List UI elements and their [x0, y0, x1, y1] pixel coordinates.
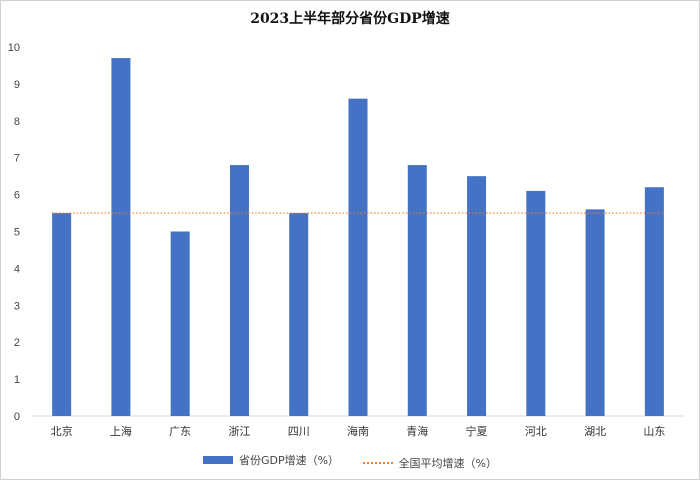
x-tick-label: 浙江	[228, 425, 250, 438]
y-tick-label: 0	[14, 411, 20, 423]
y-tick-label: 4	[14, 263, 20, 275]
legend-swatch-average	[362, 462, 393, 464]
x-tick-label: 广东	[169, 425, 191, 438]
x-tick-label: 青海	[406, 424, 428, 438]
legend: 省份GDP增速（%） 全国平均增速（%）	[0, 452, 700, 471]
bar[interactable]	[585, 209, 605, 416]
bar[interactable]	[407, 165, 427, 416]
y-tick-label: 10	[8, 42, 20, 54]
chart-title: 2023上半年部分省份GDP增速	[250, 11, 450, 27]
bar[interactable]	[229, 165, 249, 416]
y-tick-label: 1	[14, 374, 20, 386]
y-tick-label: 2	[14, 337, 20, 349]
y-tick-label: 8	[14, 116, 20, 128]
y-tick-label: 5	[14, 227, 20, 239]
bar[interactable]	[348, 98, 368, 416]
x-tick-label: 海南	[347, 424, 369, 438]
bar[interactable]	[170, 231, 190, 417]
legend-label-average: 全国平均增速（%）	[398, 457, 498, 470]
legend-item-average[interactable]: 全国平均增速（%）	[362, 455, 498, 471]
legend-swatch-bars	[202, 456, 233, 464]
y-tick-label: 6	[14, 190, 20, 202]
x-tick-label: 湖北	[584, 425, 606, 438]
bar[interactable]	[289, 213, 309, 416]
bar[interactable]	[526, 190, 546, 416]
bar-chart: 0 1 2 3 4 5 6 7 8 9 10 北京 上海 广东 浙江 四川 海南 青海 宁夏 河北 湖北 山东	[8, 42, 684, 438]
bar[interactable]	[644, 187, 664, 416]
x-tick-label: 河北	[525, 425, 547, 438]
bar[interactable]	[111, 58, 131, 416]
bar[interactable]	[467, 176, 487, 416]
x-tick-label: 四川	[288, 425, 310, 438]
y-tick-label: 7	[14, 153, 20, 165]
bar[interactable]	[52, 213, 72, 416]
y-tick-label: 9	[14, 79, 20, 91]
y-tick-label: 3	[14, 300, 20, 312]
x-tick-label: 北京	[51, 424, 73, 438]
legend-label-bars: 省份GDP增速（%）	[238, 454, 340, 467]
legend-item-bars[interactable]: 省份GDP增速（%）	[202, 452, 340, 468]
x-tick-label: 上海	[110, 424, 132, 438]
x-tick-label: 山东	[643, 425, 665, 438]
x-tick-label: 宁夏	[466, 424, 488, 438]
